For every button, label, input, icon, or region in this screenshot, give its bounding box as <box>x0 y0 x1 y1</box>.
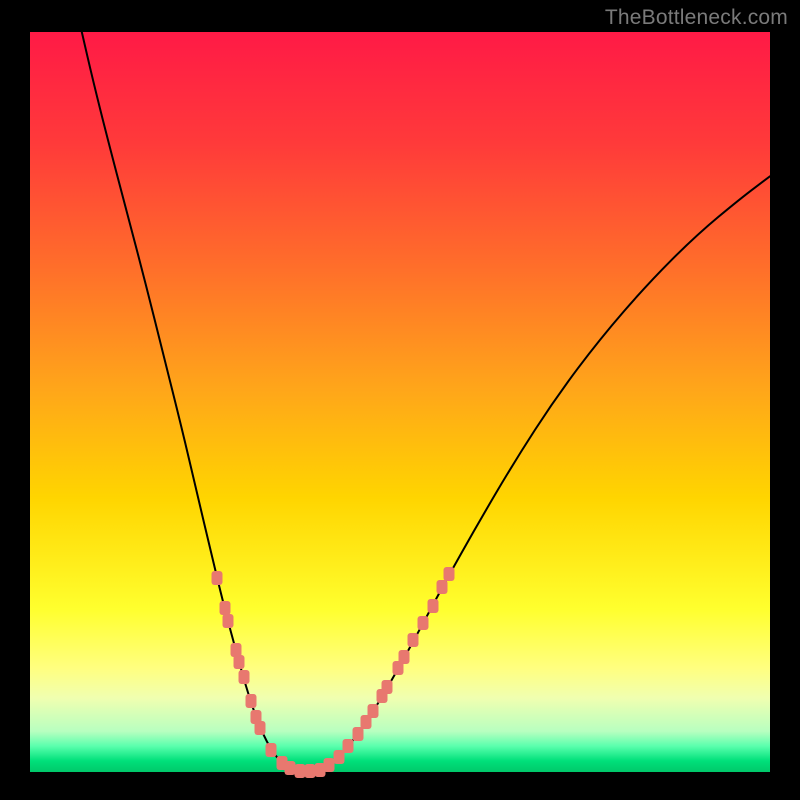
data-marker <box>219 601 230 615</box>
plot-area <box>30 32 770 772</box>
data-marker <box>427 599 438 613</box>
data-marker <box>437 580 448 594</box>
data-marker <box>333 750 344 764</box>
watermark-text: TheBottleneck.com <box>605 6 788 30</box>
data-marker <box>238 670 249 684</box>
data-marker <box>223 614 234 628</box>
curve-right <box>304 176 770 772</box>
data-marker <box>417 616 428 630</box>
data-marker <box>304 764 315 778</box>
data-marker <box>408 633 419 647</box>
data-marker <box>399 650 410 664</box>
data-marker <box>367 704 378 718</box>
data-marker <box>212 571 223 585</box>
chart-stage: TheBottleneck.com <box>0 0 800 800</box>
data-marker <box>245 694 256 708</box>
data-marker <box>255 721 266 735</box>
curve-left <box>82 32 304 772</box>
data-marker <box>265 743 276 757</box>
data-marker <box>234 655 245 669</box>
data-marker <box>443 567 454 581</box>
data-marker <box>343 739 354 753</box>
data-marker <box>382 680 393 694</box>
data-marker <box>352 727 363 741</box>
